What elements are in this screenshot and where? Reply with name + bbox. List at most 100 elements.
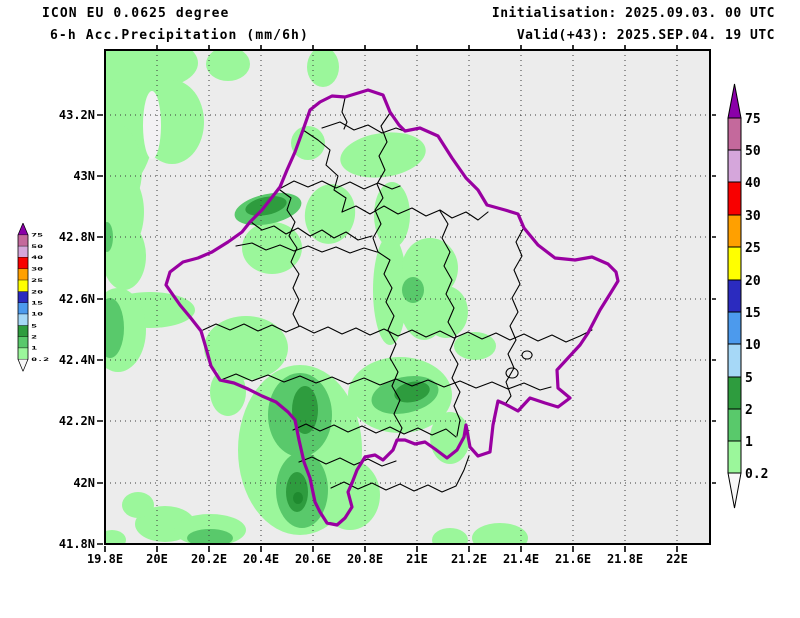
x-tick-label: 21.8E (607, 552, 643, 566)
x-tick-label: 20.4E (243, 552, 279, 566)
colorbar-tick-label: 30 (745, 209, 761, 224)
precip-patch (454, 332, 496, 360)
colorbar-tick-label: 5 (745, 371, 753, 386)
district-border (220, 373, 552, 391)
precip-patch (105, 222, 146, 290)
precip-patch (105, 298, 124, 358)
precip-patch (286, 472, 308, 512)
colorbar-band (727, 311, 742, 345)
x-axis-ticks (104, 546, 678, 552)
model-title: ICON EU 0.0625 degree (42, 6, 230, 21)
precip-patch (187, 529, 233, 544)
precip-patch (105, 222, 113, 252)
colorbar-tick-label: 20 (745, 274, 761, 289)
colorbar-over-arrow (727, 83, 742, 119)
x-tick-label: 20.2E (191, 552, 227, 566)
y-tick-label: 42.8N (59, 230, 95, 244)
colorbar-band (727, 246, 742, 281)
district-border (341, 97, 348, 130)
colorbar-tick-label: 15 (745, 306, 761, 321)
district-border (302, 129, 347, 213)
district-border (235, 242, 378, 254)
colorbar-band (727, 408, 742, 442)
district-border (377, 251, 403, 439)
x-tick-label: 21.2E (451, 552, 487, 566)
colorbar: 75 50 40 30 25 20 15 10 5 2 1 0.2 (727, 83, 768, 509)
precip-patch (105, 530, 126, 544)
precip-patch (206, 50, 250, 81)
x-tick-label: 20.6E (295, 552, 331, 566)
colorbar-tick-label: 2 (745, 403, 753, 418)
map-area (105, 50, 710, 544)
x-tick-label: 19.8E (87, 552, 123, 566)
axis-ticks (97, 45, 716, 552)
precip-patch (291, 126, 325, 160)
colorbar-tick-label: 1 (745, 435, 753, 450)
colorbar-band (727, 181, 742, 216)
x-tick-label: 20E (146, 552, 168, 566)
colorbar-under-arrow (727, 472, 742, 509)
precip-patch (307, 50, 339, 87)
colorbar-band (727, 440, 742, 474)
x-tick-label: 22E (666, 552, 688, 566)
precip-patch (340, 132, 426, 178)
precip-patch (122, 492, 154, 518)
x-tick-label: 20.8E (347, 552, 383, 566)
colorbar-band (727, 149, 742, 183)
x-axis-labels: 19.8E 20E 20.2E 20.4E 20.6E 20.8E 21E 21… (87, 552, 688, 566)
district-border (280, 180, 401, 190)
valid-time: Valid(+43): 2025.SEP.04. 19 UTC (516, 28, 775, 43)
colorbar-band (727, 117, 742, 151)
colorbar-tick-label: 10 (745, 338, 761, 353)
map-frame (104, 49, 711, 545)
right-ticks (712, 114, 716, 484)
district-border (341, 205, 489, 221)
y-tick-label: 41.8N (59, 537, 95, 551)
colorbar-band (727, 376, 742, 410)
precip-darkest-patch (293, 492, 303, 504)
y-tick-label: 42.2N (59, 414, 95, 428)
y-tick-label: 42.6N (59, 292, 95, 306)
colorbar-tick-label: 75 (745, 112, 761, 127)
district-border (250, 221, 373, 241)
precip-patch (402, 277, 424, 303)
y-tick-label: 43.2N (59, 108, 95, 122)
colorbar-band (727, 279, 742, 313)
colorbar-labels: 75 50 40 30 25 20 15 10 5 2 1 0.2 (745, 112, 768, 482)
district-border (505, 228, 524, 404)
precip-patch (472, 523, 528, 544)
district-borders (202, 97, 593, 493)
top-ticks (156, 45, 678, 49)
district-border (330, 455, 470, 493)
colorbar-tick-label: 40 (745, 176, 761, 191)
precip-patch (304, 184, 356, 244)
precip-patch (373, 235, 407, 345)
product-title: 6-h Acc.Precipitation (mm/6h) (50, 28, 309, 43)
precip-patch (292, 386, 318, 434)
district-border (321, 121, 405, 134)
precip-patch (432, 528, 468, 544)
precip-patch (204, 316, 288, 380)
x-tick-label: 21E (406, 552, 428, 566)
country-border (164, 88, 620, 527)
y-tick-label: 42N (73, 476, 95, 490)
y-axis-labels: 43.2N 43N 42.8N 42.6N 42.4N 42.2N 42N 41… (59, 108, 95, 551)
mini-colorbar (17, 222, 50, 372)
colorbar-tick-label: 0.2 (745, 467, 768, 482)
district-border (298, 456, 397, 467)
district-enclave (505, 350, 533, 379)
x-tick-label: 21.4E (503, 552, 539, 566)
district-border (292, 423, 457, 438)
y-axis-ticks (97, 114, 103, 545)
district-border (439, 210, 461, 437)
colorbar-band (727, 343, 742, 378)
dry-gap-patch (143, 91, 161, 159)
colorbar-tick-label: 50 (745, 144, 761, 159)
y-tick-label: 43N (73, 169, 95, 183)
precip-patch (394, 381, 430, 403)
colorbar-tick-label: 25 (745, 241, 761, 256)
init-time: Initialisation: 2025.09.03. 00 UTC (491, 6, 775, 21)
y-tick-label: 42.4N (59, 353, 95, 367)
